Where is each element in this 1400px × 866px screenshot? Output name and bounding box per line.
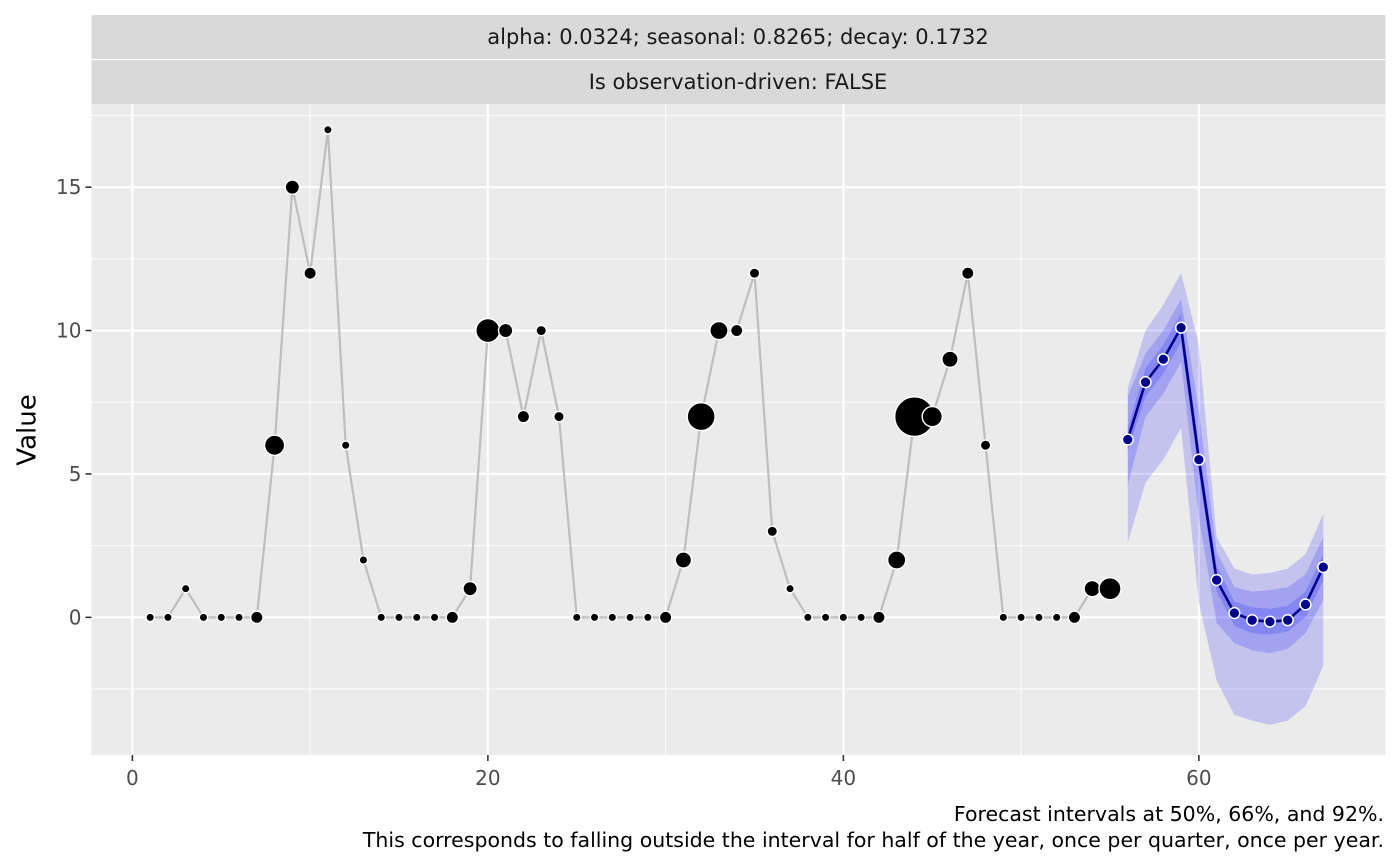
observed-point <box>658 610 673 625</box>
forecast-point <box>1246 614 1259 627</box>
facet-strip-bottom <box>91 60 1386 104</box>
observed-point <box>886 550 907 570</box>
observed-point <box>979 439 992 452</box>
observed-point <box>1067 610 1082 625</box>
forecast-point <box>1174 321 1188 334</box>
observed-point <box>571 612 582 623</box>
y-axis-title: Value <box>13 394 43 465</box>
observed-point <box>729 323 744 338</box>
forecast-point <box>1192 453 1206 466</box>
observed-point <box>249 610 264 625</box>
observed-point <box>284 179 301 195</box>
observed-point <box>960 266 975 281</box>
observed-point <box>358 555 369 565</box>
y-axis: 0 5 10 15 <box>56 175 92 629</box>
y-tick-label: 15 <box>56 175 81 199</box>
observed-point <box>766 525 779 538</box>
facet-strip-label-observation-driven: Is observation-driven: FALSE <box>589 70 888 94</box>
x-axis: 0 20 40 60 <box>126 755 1212 790</box>
forecast-point <box>1210 573 1223 587</box>
caption-line-2: This corresponds to falling outside the … <box>362 828 1384 852</box>
observed-point <box>1098 576 1122 601</box>
facet-strip-top <box>91 15 1386 59</box>
observed-point <box>785 583 795 594</box>
observed-point <box>820 612 831 623</box>
observed-points <box>145 124 1122 625</box>
interval-92-ribbon <box>1127 273 1324 725</box>
x-tick-label: 20 <box>475 766 500 790</box>
observed-point <box>462 580 478 597</box>
forecast-point <box>1317 561 1330 574</box>
observed-point <box>198 612 209 623</box>
observed-point <box>998 612 1009 623</box>
caption: Forecast intervals at 50%, 66%, and 92%.… <box>362 802 1384 852</box>
observed-point <box>145 612 156 623</box>
y-tick-label: 5 <box>69 462 82 486</box>
y-tick-label: 10 <box>56 319 81 343</box>
observed-point <box>475 317 501 344</box>
observed-point <box>394 612 404 623</box>
forecast-point <box>1299 598 1312 611</box>
observed-point <box>921 405 943 428</box>
facet-strip-label-params: alpha: 0.0324; seasonal: 0.8265; decay: … <box>487 25 989 49</box>
observed-point <box>589 612 600 623</box>
y-tick-label: 0 <box>69 605 82 629</box>
forecast-point <box>1228 606 1241 620</box>
observed-point <box>497 322 514 339</box>
observed-point <box>872 610 886 625</box>
observed-point <box>340 440 351 451</box>
observed-point <box>748 267 761 280</box>
caption-line-1: Forecast intervals at 50%, 66%, and 92%. <box>954 802 1384 826</box>
observed-point <box>642 612 653 623</box>
observed-point <box>180 583 191 594</box>
observed-point <box>323 124 333 135</box>
observed-point <box>941 350 959 369</box>
observed-point <box>553 410 565 423</box>
observed-point <box>535 324 548 337</box>
observed-point <box>838 612 849 623</box>
observed-point <box>1083 579 1102 598</box>
x-tick-label: 60 <box>1186 766 1211 790</box>
observed-point <box>163 612 173 623</box>
observed-point <box>429 612 440 623</box>
interval-66-ribbon <box>1127 299 1324 654</box>
observed-point <box>802 612 813 623</box>
observed-point <box>856 612 867 623</box>
facet-strips: alpha: 0.0324; seasonal: 0.8265; decay: … <box>91 15 1386 104</box>
observed-point <box>411 612 422 623</box>
observed-point <box>445 610 460 625</box>
observed-point <box>686 401 716 432</box>
forecast-point <box>1263 615 1277 628</box>
observed-point <box>516 409 531 424</box>
observed-point <box>607 612 618 623</box>
x-tick-label: 0 <box>126 766 139 790</box>
observed-point <box>216 612 227 623</box>
forecast-point <box>1121 433 1134 446</box>
forecast-point <box>1281 614 1294 627</box>
forecast-point <box>1157 353 1170 366</box>
observed-point <box>625 612 635 623</box>
forecast-point <box>1139 376 1152 389</box>
forecast-points <box>1121 321 1330 628</box>
observed-point <box>1016 612 1027 623</box>
x-tick-label: 40 <box>831 766 856 790</box>
observed-point <box>1051 612 1062 623</box>
plot-panel <box>91 104 1386 755</box>
observed-point <box>376 612 387 623</box>
observed-point <box>674 551 693 569</box>
observed-point <box>303 266 317 281</box>
observed-point <box>709 320 729 341</box>
observed-point <box>1033 612 1044 623</box>
observed-point <box>263 434 286 457</box>
observed-point <box>234 612 244 623</box>
